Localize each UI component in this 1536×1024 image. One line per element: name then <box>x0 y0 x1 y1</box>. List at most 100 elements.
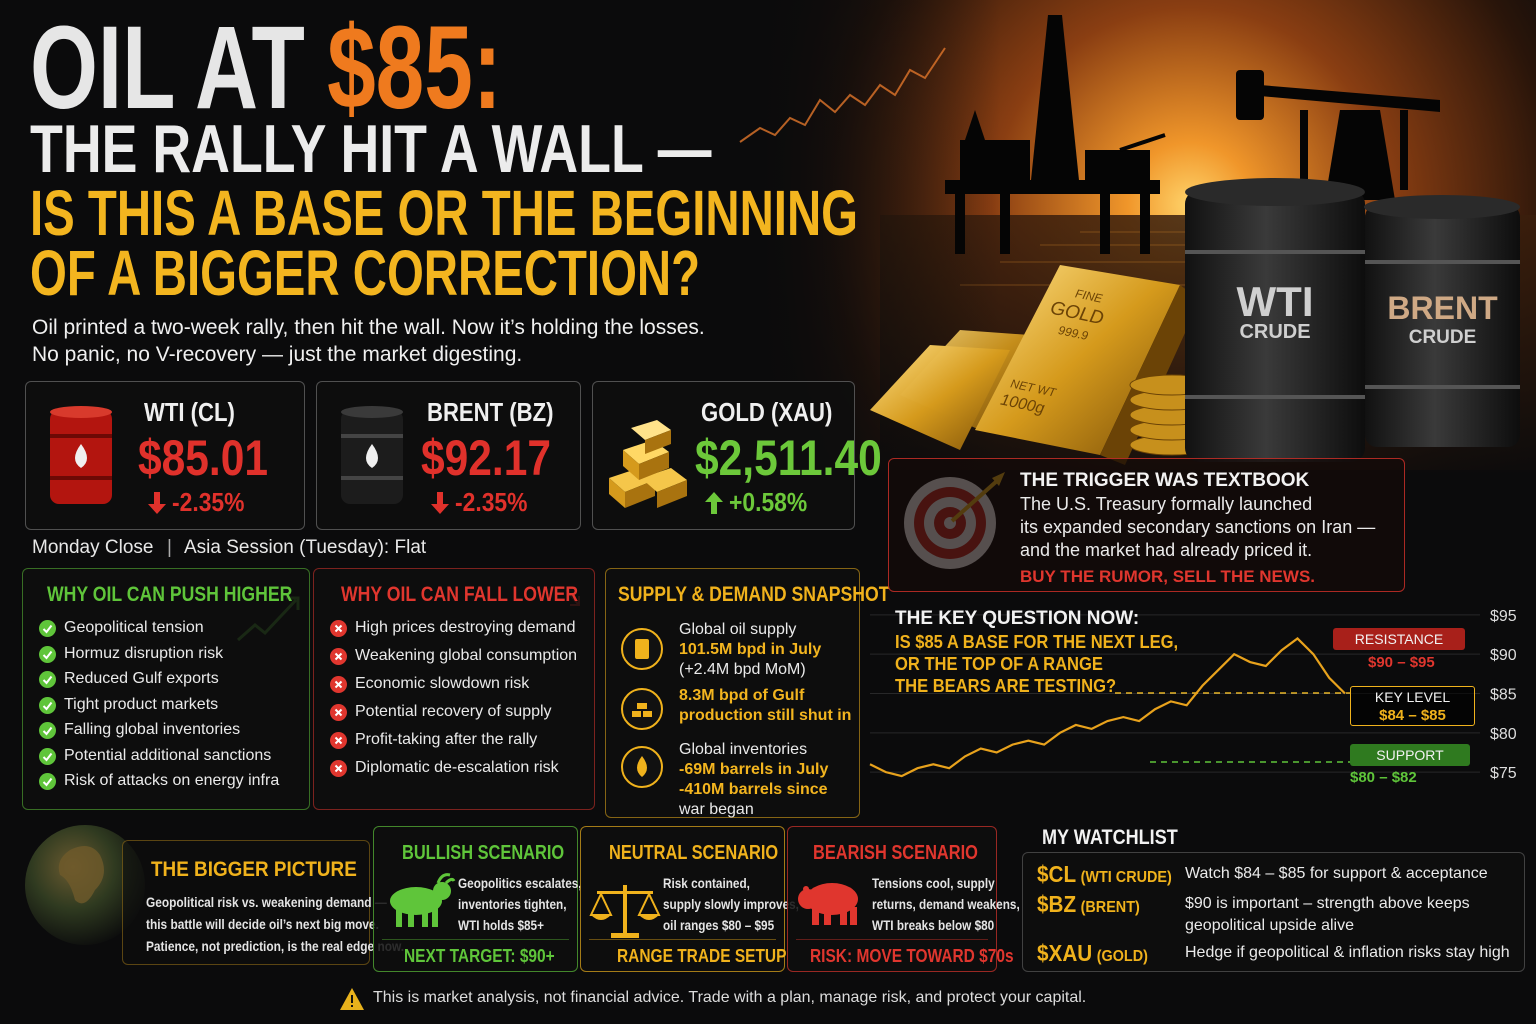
scenario-title: BEARISH SCENARIO <box>813 842 978 864</box>
panel-title: WHY OIL CAN PUSH HIGHER <box>47 583 293 606</box>
bullet-icon <box>39 671 56 693</box>
decoration <box>824 909 831 925</box>
decoration <box>657 480 687 508</box>
panel-item: Economic slowdown risk <box>355 675 530 692</box>
decoration <box>840 909 847 925</box>
change-arrow <box>431 492 449 519</box>
scenario-text: oil ranges $80 – $95 <box>663 917 775 933</box>
decoration <box>1100 194 1110 254</box>
scenario-divider <box>589 939 776 940</box>
decoration <box>42 726 53 736</box>
decoration <box>955 194 965 254</box>
change-arrow <box>705 492 723 519</box>
watchlist-text: geopolitical upside alive <box>1185 917 1354 934</box>
intro-text: Oil printed a two-week rally, then hit t… <box>32 316 705 339</box>
stat-line: -410M barrels since <box>679 781 828 798</box>
title-line-4: OF A BIGGER CORRECTION? <box>30 237 701 309</box>
decoration <box>812 909 819 925</box>
scenario-footer: RANGE TRADE SETUP <box>617 946 787 966</box>
decoration <box>1185 250 1365 254</box>
watchlist-symbol: $CL (WTI CRUDE) <box>1037 861 1172 887</box>
bullet-icon <box>39 747 56 770</box>
y-tick-label: $75 <box>1490 765 1517 782</box>
scenario-footer: RISK: MOVE TOWARD $70s <box>810 946 1014 966</box>
level-range: $84 – $85 <box>1379 707 1446 724</box>
bullet-icon <box>39 620 56 642</box>
level-tag: KEY LEVEL $84 – $85 <box>1350 686 1475 726</box>
reason-panel: SUPPLY & DEMAND SNAPSHOT Global oil suppl… <box>605 568 890 818</box>
ticker-name: GOLD (XAU) <box>701 397 833 427</box>
decoration <box>42 675 53 685</box>
level-name: KEY LEVEL <box>1374 689 1451 705</box>
watchlist-text: Watch $84 – $85 for support & acceptance <box>1185 865 1488 882</box>
y-tick-label: $95 <box>1490 608 1517 625</box>
panel-item: Potential additional sanctions <box>64 746 272 764</box>
decoration <box>334 652 343 661</box>
decoration <box>39 671 56 688</box>
decoration <box>632 711 641 717</box>
decoration <box>591 915 659 920</box>
bigger-picture-text: Geopolitical risk vs. weakening demand — <box>146 894 387 910</box>
stat-line: war began <box>679 801 754 818</box>
panel-item: Weakening global consumption <box>355 647 578 664</box>
bullet-icon <box>330 732 347 754</box>
ticker-name: WTI (CL) <box>144 397 235 427</box>
decoration <box>39 620 56 637</box>
stat-icon <box>620 745 664 794</box>
decoration <box>432 907 438 927</box>
title-line-3: IS THIS A BASE OR THE BEGINNING <box>30 177 858 249</box>
panel-item: Geopolitical tension <box>64 619 204 636</box>
symbol-note: (BRENT) <box>1080 899 1140 916</box>
symbol-ticker: $BZ <box>1037 891 1077 917</box>
level-range: $80 – $82 <box>1350 769 1417 786</box>
decoration <box>334 764 343 773</box>
scenario-icon <box>380 869 456 934</box>
decoration <box>641 468 687 492</box>
panel-item: Reduced Gulf exports <box>64 670 219 687</box>
watchlist-text: Hedge if geopolitical & inflation risks … <box>1185 944 1510 961</box>
decoration <box>334 680 343 689</box>
decoration <box>39 645 56 663</box>
bullet-icon <box>39 773 56 795</box>
decoration <box>396 909 402 927</box>
decoration <box>639 452 669 480</box>
y-tick-label: $85 <box>1490 687 1517 704</box>
bullet-icon <box>330 620 347 642</box>
ticker-price: $85.01 <box>138 430 268 486</box>
level-range: $90 – $95 <box>1368 654 1435 671</box>
question-text: IS $85 A BASE FOR THE NEXT LEG, <box>895 632 1179 652</box>
level-tag: SUPPORT $80 – $82 <box>1350 744 1470 786</box>
session-note: Asia Session (Tuesday): Flat <box>184 537 427 558</box>
decoration <box>390 887 442 915</box>
decoration <box>945 15 1440 254</box>
ticker-change: -2.35% <box>455 487 528 517</box>
decoration <box>637 756 647 777</box>
ticker-icon <box>601 418 693 513</box>
decoration <box>1364 195 1520 219</box>
decoration <box>643 711 652 717</box>
decoration <box>431 492 449 514</box>
decoration <box>39 722 56 739</box>
decoration <box>1000 194 1010 254</box>
symbol-note: (WTI CRUDE) <box>1080 869 1172 886</box>
scenario-text: Risk contained, <box>663 875 750 891</box>
watchlist-symbol: $XAU (GOLD) <box>1037 940 1148 966</box>
stat-line: 8.3M bpd of Gulf <box>679 687 805 704</box>
scenario-card: NEUTRAL SCENARIO Risk contained, supply sl… <box>580 826 799 972</box>
stat-icon <box>620 627 664 676</box>
decoration <box>334 708 343 717</box>
scenario-text: Tensions cool, supply <box>872 875 995 891</box>
decoration <box>408 909 414 927</box>
ticker-card: GOLD (XAU) $2,511.40 +0.58% <box>592 381 882 530</box>
decoration <box>1030 15 1080 190</box>
decoration <box>433 882 451 900</box>
ticker-change: -2.35% <box>172 487 245 517</box>
decoration <box>1140 194 1150 254</box>
ticker-card: WTI (CL) $85.01 -2.35% <box>25 381 305 530</box>
trigger-text: its expanded secondary sanctions on Iran… <box>1020 517 1376 537</box>
decoration <box>900 330 1030 430</box>
panel-item: Diplomatic de-escalation risk <box>355 759 559 776</box>
reason-panel: WHY OIL CAN PUSH HIGHER Geopolitical tens… <box>22 568 310 810</box>
scenario-icon <box>794 869 870 934</box>
